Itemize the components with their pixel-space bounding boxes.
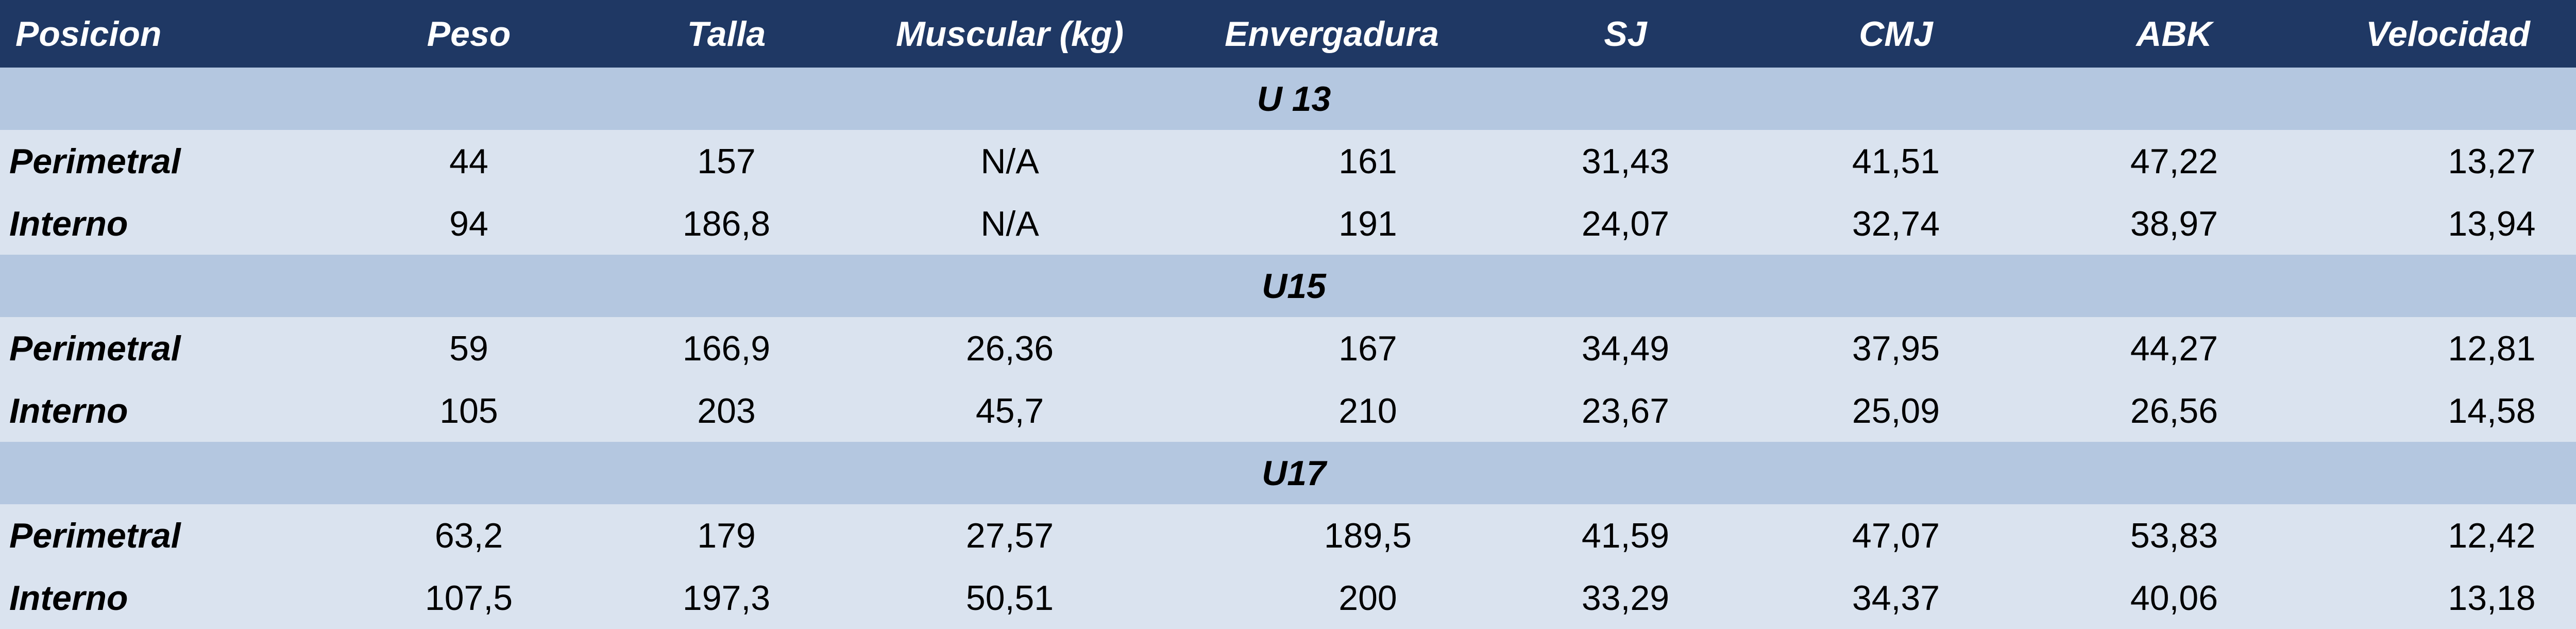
- value-cell: 167: [1338, 328, 1397, 368]
- position-cell: Perimetral: [9, 516, 181, 555]
- value-cell: 24,07: [1581, 204, 1670, 243]
- table-row: Perimetral 63,2 179 27,57 189,5 41,59 47,07 53,…: [0, 504, 2576, 567]
- value-cell: 41,59: [1581, 516, 1670, 555]
- position-cell: Perimetral: [9, 141, 181, 181]
- value-cell: 34,37: [1852, 578, 1940, 618]
- table-row: Interno 107,5 197,3 50,51 200 33,29 34,37 40,06…: [0, 567, 2576, 629]
- table-row: Perimetral 59 166,9 26,36 167 34,49 37,95 44,27…: [0, 317, 2576, 379]
- value-cell: 47,07: [1852, 516, 1940, 555]
- value-cell: 13,94: [2448, 204, 2536, 243]
- group-row: U 13: [0, 68, 2576, 130]
- value-cell: 12,81: [2448, 328, 2536, 368]
- value-cell: 105: [439, 391, 498, 431]
- value-cell: 26,56: [2130, 391, 2218, 431]
- header-muscular: Muscular (kg): [895, 14, 1124, 54]
- value-cell: 107,5: [425, 578, 513, 618]
- header-posicion: Posicion: [15, 14, 162, 54]
- value-cell: 33,29: [1581, 578, 1670, 618]
- value-cell: 45,7: [975, 391, 1044, 431]
- value-cell: 44: [449, 141, 488, 181]
- position-cell: Interno: [9, 391, 128, 431]
- group-row: U17: [0, 442, 2576, 504]
- table-row: Interno 94 186,8 N/A 191 24,07 32,74 38,97 13,94: [0, 192, 2576, 255]
- value-cell: 203: [697, 391, 756, 431]
- value-cell: 34,49: [1581, 328, 1670, 368]
- value-cell: 197,3: [682, 578, 771, 618]
- value-cell: 63,2: [434, 516, 503, 555]
- header-abk: ABK: [2136, 14, 2212, 54]
- value-cell: 157: [697, 141, 756, 181]
- value-cell: 94: [449, 204, 488, 243]
- value-cell: 14,58: [2448, 391, 2536, 431]
- header-sj: SJ: [1604, 14, 1647, 54]
- value-cell: N/A: [980, 204, 1039, 243]
- group-label: U 13: [1257, 79, 1331, 119]
- header-cmj: CMJ: [1859, 14, 1933, 54]
- position-cell: Interno: [9, 578, 128, 618]
- group-row: U15: [0, 255, 2576, 317]
- table-row: Interno 105 203 45,7 210 23,67 25,09 26,56 14,58: [0, 379, 2576, 442]
- value-cell: 47,22: [2130, 141, 2218, 181]
- header-velocidad: Velocidad: [2366, 14, 2530, 54]
- value-cell: 191: [1338, 204, 1397, 243]
- group-label: U17: [1262, 453, 1326, 493]
- value-cell: 23,67: [1581, 391, 1670, 431]
- value-cell: 166,9: [682, 328, 771, 368]
- header-envergadura: Envergadura: [1225, 14, 1439, 54]
- header-row: Posicion Peso Talla Muscular (kg) Enverg…: [0, 0, 2576, 68]
- value-cell: 40,06: [2130, 578, 2218, 618]
- value-cell: 12,42: [2448, 516, 2536, 555]
- table-body: U 13 Perimetral 44 157 N/A 161 31,43 41,51 47,22…: [0, 68, 2576, 629]
- value-cell: 26,36: [965, 328, 1054, 368]
- value-cell: 189,5: [1324, 516, 1412, 555]
- value-cell: 53,83: [2130, 516, 2218, 555]
- header-talla: Talla: [687, 14, 766, 54]
- value-cell: 50,51: [965, 578, 1054, 618]
- value-cell: N/A: [980, 141, 1039, 181]
- value-cell: 44,27: [2130, 328, 2218, 368]
- value-cell: 25,09: [1852, 391, 1940, 431]
- position-cell: Perimetral: [9, 328, 181, 368]
- value-cell: 200: [1338, 578, 1397, 618]
- value-cell: 186,8: [682, 204, 771, 243]
- value-cell: 32,74: [1852, 204, 1940, 243]
- position-cell: Interno: [9, 204, 128, 243]
- value-cell: 210: [1338, 391, 1397, 431]
- value-cell: 27,57: [965, 516, 1054, 555]
- value-cell: 13,27: [2448, 141, 2536, 181]
- table-row: Perimetral 44 157 N/A 161 31,43 41,51 47,22 13,2…: [0, 130, 2576, 192]
- value-cell: 41,51: [1852, 141, 1940, 181]
- value-cell: 37,95: [1852, 328, 1940, 368]
- value-cell: 38,97: [2130, 204, 2218, 243]
- value-cell: 13,18: [2448, 578, 2536, 618]
- value-cell: 161: [1338, 141, 1397, 181]
- group-label: U15: [1262, 266, 1326, 306]
- value-cell: 31,43: [1581, 141, 1670, 181]
- value-cell: 59: [449, 328, 488, 368]
- value-cell: 179: [697, 516, 756, 555]
- header-peso: Peso: [427, 14, 511, 54]
